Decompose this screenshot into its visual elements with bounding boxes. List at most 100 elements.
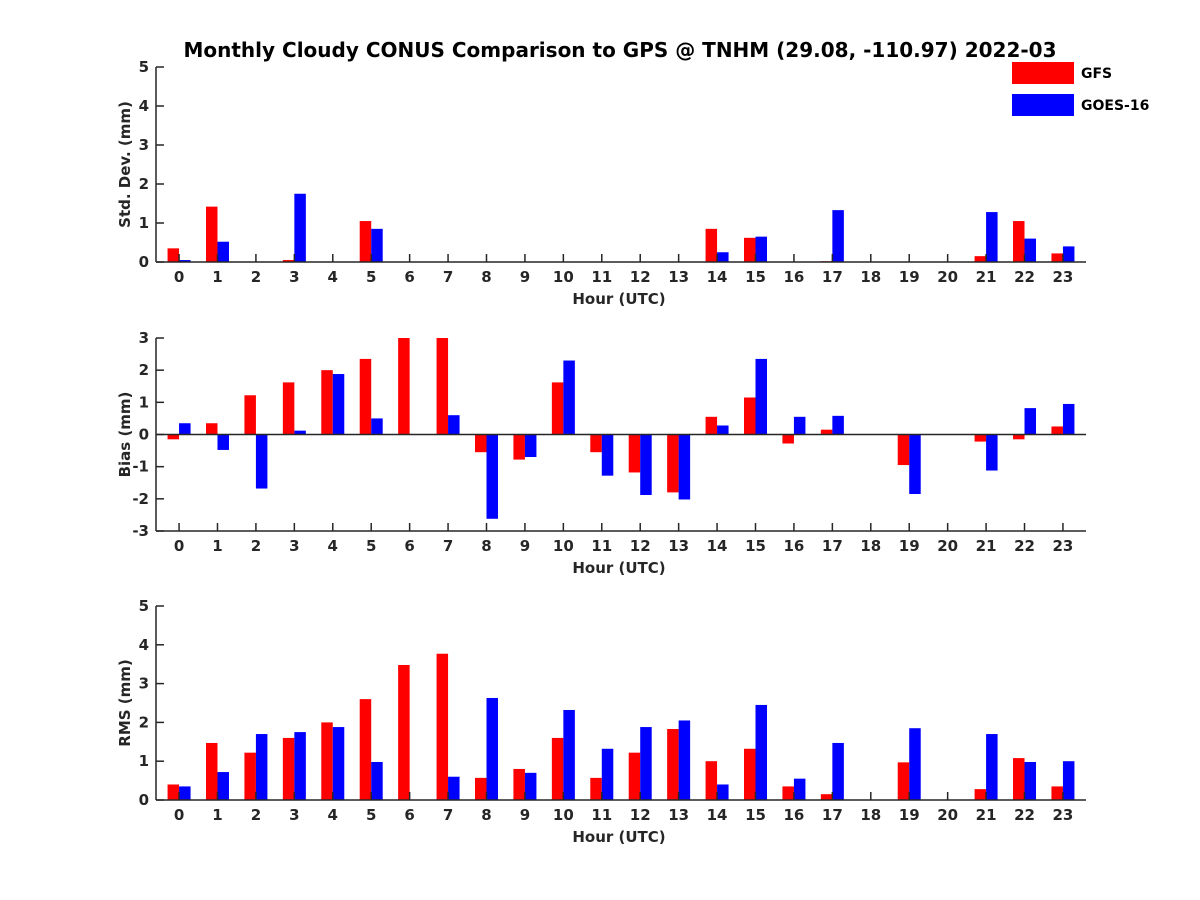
bar-goes-16-hour-23 [1062, 761, 1075, 800]
bar-gfs-hour-2 [244, 752, 256, 800]
bar-goes-16-hour-15 [755, 236, 767, 262]
bar-gfs-hour-17 [820, 794, 833, 800]
bar-goes-16-hour-21 [986, 434, 998, 471]
x-tick-label: 15 [745, 268, 766, 286]
x-tick-label: 21 [976, 268, 997, 286]
bar-gfs-hour-16 [782, 786, 794, 800]
bar-gfs-hour-9 [513, 434, 525, 460]
bar-goes-16-hour-22 [1024, 238, 1037, 262]
bar-gfs-hour-14 [705, 761, 718, 800]
x-tick-label: 0 [174, 806, 184, 824]
bar-gfs-hour-21 [974, 789, 987, 800]
x-tick-label: 9 [520, 268, 530, 286]
x-tick-label: 18 [860, 268, 881, 286]
bar-gfs-hour-8 [475, 777, 487, 800]
bar-goes-16-hour-3 [294, 430, 306, 435]
bar-gfs-hour-15 [744, 748, 756, 800]
legend-swatch-gfs [1012, 62, 1074, 84]
x-axis-label: Hour (UTC) [572, 559, 665, 577]
x-tick-label: 11 [591, 537, 612, 555]
x-tick-label: 23 [1053, 268, 1074, 286]
bar-gfs-hour-5 [359, 221, 372, 262]
bar-goes-16-hour-21 [986, 212, 998, 262]
y-tick-label: 2 [139, 175, 149, 193]
bar-goes-16-hour-5 [371, 418, 383, 435]
x-tick-label: 7 [443, 537, 453, 555]
bar-gfs-hour-7 [436, 338, 449, 435]
x-tick-label: 22 [1014, 806, 1035, 824]
bar-gfs-hour-21 [974, 256, 987, 262]
bar-goes-16-hour-2 [255, 434, 268, 489]
bar-gfs-hour-17 [820, 429, 833, 435]
bar-gfs-hour-5 [359, 358, 372, 435]
x-tick-label: 17 [822, 806, 843, 824]
x-tick-label: 18 [860, 806, 881, 824]
bar-goes-16-hour-16 [793, 416, 806, 435]
bar-gfs-hour-14 [705, 228, 718, 262]
bar-gfs-hour-4 [321, 370, 333, 435]
x-tick-label: 9 [520, 806, 530, 824]
x-tick-label: 2 [251, 537, 261, 555]
bar-goes-16-hour-15 [755, 704, 767, 800]
bar-gfs-hour-7 [436, 653, 449, 800]
y-tick-label: -2 [132, 490, 149, 508]
bar-gfs-hour-6 [398, 338, 410, 435]
bar-gfs-hour-0 [167, 784, 180, 800]
x-tick-label: 22 [1014, 537, 1035, 555]
x-tick-label: 23 [1053, 806, 1074, 824]
y-tick-label: 5 [139, 597, 149, 615]
bar-gfs-hour-5 [359, 699, 372, 800]
x-tick-label: 19 [899, 806, 920, 824]
y-axis-label: Std. Dev. (mm) [116, 101, 134, 228]
bar-gfs-hour-22 [1013, 221, 1025, 262]
bar-goes-16-hour-21 [986, 734, 998, 800]
bar-goes-16-hour-15 [755, 358, 767, 435]
x-tick-label: 5 [366, 268, 376, 286]
x-tick-label: 12 [630, 268, 651, 286]
bar-gfs-hour-3 [282, 382, 295, 435]
bar-goes-16-hour-14 [717, 252, 729, 262]
x-tick-label: 17 [822, 268, 843, 286]
bar-gfs-hour-11 [590, 434, 602, 453]
bar-gfs-hour-9 [513, 768, 525, 800]
bar-goes-16-hour-5 [371, 228, 383, 262]
bar-goes-16-hour-17 [832, 742, 844, 800]
bar-gfs-hour-13 [667, 729, 679, 800]
bar-goes-16-hour-11 [601, 434, 614, 476]
bar-goes-16-hour-17 [832, 415, 844, 435]
x-tick-label: 8 [481, 537, 491, 555]
x-tick-label: 8 [481, 268, 491, 286]
bar-goes-16-hour-9 [524, 772, 537, 800]
x-tick-label: 15 [745, 806, 766, 824]
bar-goes-16-hour-19 [909, 434, 921, 495]
bar-goes-16-hour-4 [332, 374, 345, 435]
x-tick-label: 10 [553, 806, 574, 824]
bar-gfs-hour-21 [974, 434, 987, 442]
bar-goes-16-hour-11 [601, 748, 614, 800]
bar-goes-16-hour-7 [448, 415, 460, 435]
x-tick-label: 16 [783, 806, 804, 824]
bar-goes-16-hour-2 [255, 734, 268, 800]
bar-gfs-hour-4 [321, 722, 333, 800]
bar-gfs-hour-1 [205, 423, 218, 435]
bar-goes-16-hour-0 [179, 423, 191, 435]
x-tick-label: 23 [1053, 537, 1074, 555]
bar-gfs-hour-2 [244, 395, 256, 435]
x-tick-label: 0 [174, 268, 184, 286]
legend-label-goes-16: GOES-16 [1081, 98, 1149, 114]
bar-goes-16-hour-3 [294, 732, 306, 800]
bar-goes-16-hour-8 [486, 434, 498, 519]
bar-gfs-hour-19 [897, 762, 910, 800]
x-tick-label: 16 [783, 537, 804, 555]
x-tick-label: 14 [707, 268, 728, 286]
x-tick-label: 5 [366, 537, 376, 555]
bar-goes-16-hour-1 [217, 434, 229, 450]
x-tick-label: 8 [481, 806, 491, 824]
bar-gfs-hour-12 [628, 434, 641, 473]
x-tick-label: 7 [443, 806, 453, 824]
y-tick-label: 1 [139, 393, 149, 411]
bar-goes-16-hour-1 [217, 241, 229, 262]
x-tick-label: 17 [822, 537, 843, 555]
bar-gfs-hour-3 [282, 737, 295, 800]
